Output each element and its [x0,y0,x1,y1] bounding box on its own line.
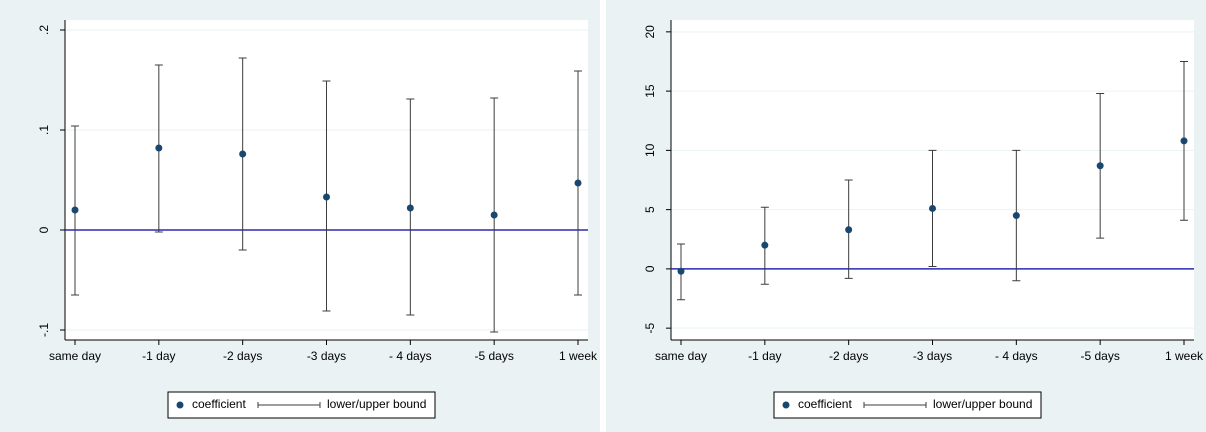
point [845,226,853,234]
legend-marker [257,402,321,408]
x-tick-label: same day [49,349,101,363]
point [761,241,769,249]
point [574,179,582,187]
y-tick-label: 0 [37,226,51,233]
x-tick-label: -3 days [307,349,346,363]
point [1180,137,1188,145]
legend-marker [863,402,927,408]
point [71,206,79,214]
y-tick-label: 0 [643,265,657,272]
x-tick-label: - 4 days [995,349,1038,363]
x-tick-label: -5 days [474,349,513,363]
legend-marker [176,401,184,409]
x-tick-label: -2 days [829,349,868,363]
point [929,204,936,212]
point [406,204,414,212]
x-tick-label: -1 day [142,349,175,363]
y-tick-label: .1 [37,125,51,135]
point [1012,212,1020,220]
legend-label: lower/upper bound [327,397,426,411]
legend-label: coefficient [192,397,246,411]
x-tick-label: -3 days [913,349,952,363]
point [239,150,247,158]
x-tick-label: 1 week [1165,349,1204,363]
x-tick-label: same day [655,349,707,363]
y-tick-label: -.1 [37,323,51,337]
point [155,144,163,152]
legend-marker [782,401,790,409]
x-tick-label: -2 days [223,349,262,363]
legend-label: lower/upper bound [933,397,1032,411]
x-tick-label: -1 day [748,349,781,363]
point [1096,162,1104,170]
y-tick-label: 20 [643,25,657,39]
point [323,193,330,201]
legend-label: coefficient [798,397,852,411]
y-tick-label: -5 [643,322,657,333]
x-tick-label: -5 days [1080,349,1119,363]
point [490,211,498,219]
y-tick-label: 5 [643,206,657,213]
y-tick-label: 15 [643,84,657,98]
x-tick-label: 1 week [559,349,598,363]
x-tick-label: - 4 days [389,349,432,363]
point [677,267,685,275]
y-tick-label: 10 [643,143,657,157]
y-tick-label: .2 [37,25,51,35]
